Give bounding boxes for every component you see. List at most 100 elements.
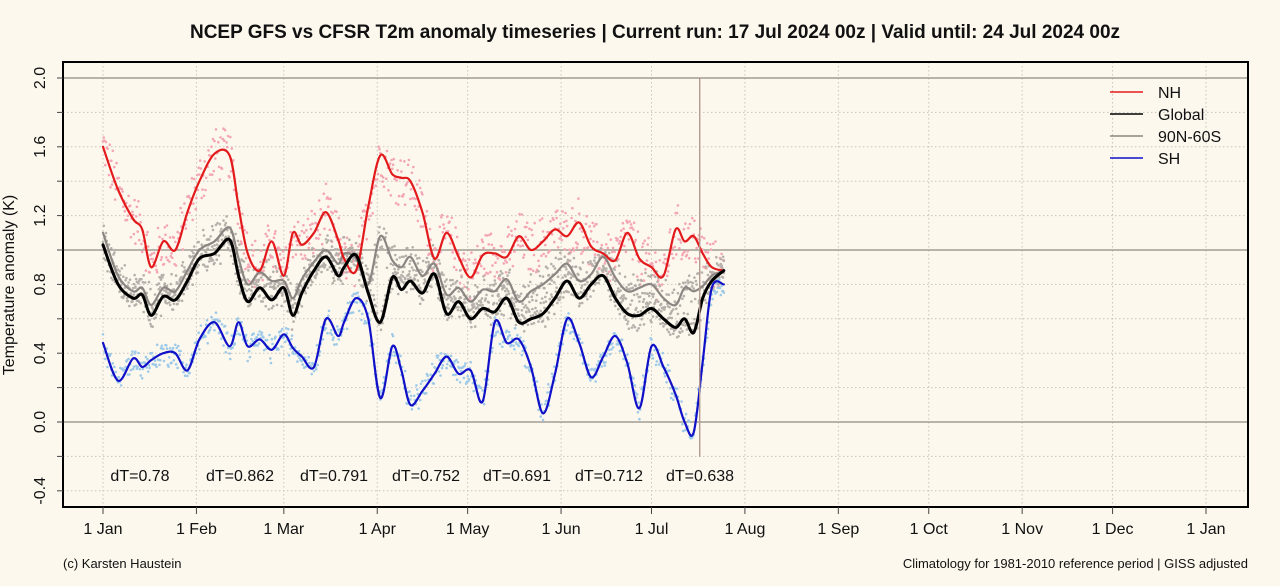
data-point <box>205 319 209 322</box>
data-point <box>476 244 479 248</box>
data-point <box>418 256 421 260</box>
data-point <box>694 260 698 264</box>
data-point <box>463 285 466 289</box>
data-point <box>627 327 631 331</box>
data-point <box>467 380 470 383</box>
data-point <box>261 300 265 303</box>
data-point <box>258 294 262 297</box>
data-point <box>323 266 326 269</box>
data-point <box>678 331 682 335</box>
data-point <box>539 415 542 418</box>
data-point <box>491 294 494 298</box>
data-point <box>452 373 455 377</box>
y-axis-label: Temperature anomaly (K) <box>1 195 18 376</box>
data-point <box>643 239 646 242</box>
data-point <box>660 289 664 293</box>
data-point <box>337 257 341 261</box>
data-point <box>421 379 424 383</box>
data-point <box>553 365 556 369</box>
data-point <box>617 264 621 268</box>
data-point <box>355 301 359 304</box>
data-point <box>686 279 689 282</box>
dt-annotation: dT=0.752 <box>392 468 460 485</box>
series-line-sh <box>101 280 725 437</box>
data-point <box>636 230 640 233</box>
data-point <box>570 216 573 220</box>
data-point <box>455 235 459 239</box>
data-point <box>416 262 420 265</box>
data-point <box>496 257 500 260</box>
data-point <box>118 270 121 273</box>
data-point <box>120 187 124 191</box>
data-point <box>450 216 454 220</box>
data-point <box>262 348 266 352</box>
data-point <box>351 257 355 261</box>
data-point <box>589 260 592 263</box>
data-point <box>113 365 116 369</box>
data-point <box>197 263 200 267</box>
data-point <box>140 361 143 365</box>
data-point <box>475 302 479 305</box>
data-point <box>564 275 567 278</box>
data-point <box>248 265 252 269</box>
data-point <box>111 278 115 282</box>
data-point <box>181 261 185 264</box>
data-point <box>424 261 428 264</box>
data-point <box>287 278 290 281</box>
data-point <box>491 264 494 267</box>
data-point <box>651 315 655 318</box>
data-point <box>675 211 679 215</box>
data-point <box>111 149 115 153</box>
data-point <box>590 367 594 371</box>
data-point <box>134 350 137 354</box>
data-point <box>204 251 208 254</box>
data-point <box>393 244 396 248</box>
data-point <box>314 236 318 240</box>
data-point <box>438 358 442 362</box>
data-point <box>376 255 380 259</box>
data-point <box>269 285 272 289</box>
data-point <box>665 293 668 296</box>
data-point <box>722 259 726 263</box>
data-point <box>353 284 356 288</box>
data-point <box>400 170 403 173</box>
data-point <box>299 253 303 256</box>
data-point <box>174 274 178 277</box>
data-point <box>168 356 171 359</box>
data-point <box>710 271 714 275</box>
data-point <box>498 342 502 346</box>
data-point <box>693 276 696 279</box>
data-point <box>251 254 255 257</box>
data-point <box>108 143 112 146</box>
data-point <box>624 364 628 367</box>
data-point <box>409 276 412 279</box>
data-point <box>480 297 484 300</box>
data-point <box>476 271 480 275</box>
data-point <box>657 363 661 366</box>
data-point <box>681 323 685 327</box>
data-point <box>241 278 244 282</box>
data-point <box>316 363 320 367</box>
data-point <box>167 365 170 368</box>
data-point <box>679 241 683 244</box>
data-point <box>121 190 124 193</box>
data-point <box>126 214 130 217</box>
data-point <box>319 208 323 211</box>
data-point <box>185 363 188 367</box>
data-point <box>357 235 361 238</box>
data-point <box>314 368 318 371</box>
data-point <box>609 273 613 277</box>
data-point <box>229 135 232 139</box>
data-point <box>113 248 117 252</box>
data-point <box>592 289 595 293</box>
data-point <box>233 342 237 345</box>
data-point <box>607 233 610 236</box>
data-point <box>279 258 283 262</box>
data-point <box>159 276 162 279</box>
data-point <box>247 279 251 283</box>
data-point <box>452 295 456 298</box>
data-point <box>333 279 336 283</box>
data-point <box>200 243 203 246</box>
data-point <box>571 206 574 210</box>
data-point <box>444 284 448 288</box>
